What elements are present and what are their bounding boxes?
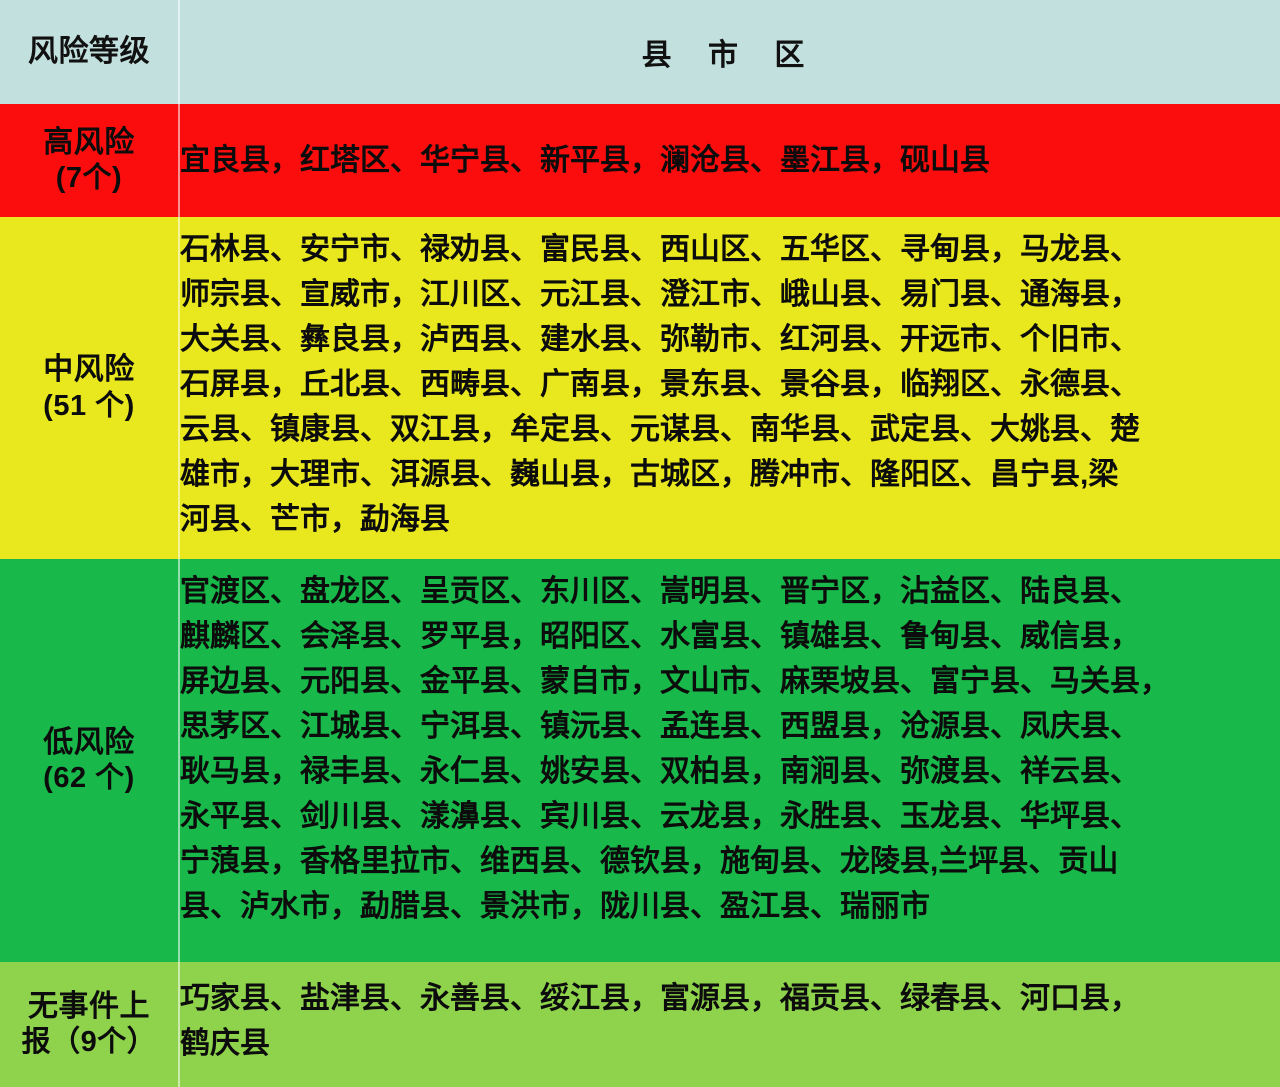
list-line: 思茅区、江城县、宁洱县、镇沅县、孟连县、西盟县，沧源县、凤庆县、	[180, 710, 1140, 743]
label-high-risk: 高风险 (7个)	[0, 104, 180, 217]
cell-low-risk-list: 官渡区、盘龙区、呈贡区、东川区、嵩明县、晋宁区，沾益区、陆良县、 麒麟区、会泽县…	[179, 559, 1280, 962]
table-row-medium-risk: 中风险 (51 个) 石林县、安宁市、禄劝县、富民县、西山区、五华区、寻甸县，马…	[0, 217, 1280, 559]
cell-medium-risk-list: 石林县、安宁市、禄劝县、富民县、西山区、五华区、寻甸县，马龙县、 师宗县、宣威市…	[179, 217, 1280, 559]
medium-risk-lines: 石林县、安宁市、禄劝县、富民县、西山区、五华区、寻甸县，马龙县、 师宗县、宣威市…	[180, 227, 1280, 542]
label-medium-risk-count: (51 个)	[43, 389, 135, 422]
table-row-high-risk: 高风险 (7个) 宜良县，红塔区、华宁县、新平县，澜沧县、墨江县，砚山县	[0, 104, 1280, 217]
header-risk-level: 风险等级	[0, 0, 180, 104]
label-no-report-count: 报（9个）	[21, 1026, 157, 1059]
list-line: 河县、芒市，勐海县	[180, 503, 450, 536]
table-row-low-risk: 低风险 (62 个) 官渡区、盘龙区、呈贡区、东川区、嵩明县、晋宁区，沾益区、陆…	[0, 559, 1280, 962]
list-line: 宁蒗县，香格里拉市、维西县、德钦县，施甸县、龙陵县,兰坪县、贡山	[180, 845, 1119, 878]
list-line: 县、泸水市，勐腊县、景洪市，陇川县、盈江县、瑞丽市	[180, 890, 930, 923]
list-line: 屏边县、元阳县、金平县、蒙自市，文山市、麻栗坡县、富宁县、马关县，	[180, 665, 1170, 698]
list-line: 巧家县、盐津县、永善县、绥江县，富源县，福贡县、绿春县、河口县，	[180, 982, 1140, 1015]
table-header-row: 风险等级 县 市 区	[0, 0, 1280, 104]
label-high-risk-name: 高风险	[43, 125, 135, 159]
list-line: 官渡区、盘龙区、呈贡区、东川区、嵩明县、晋宁区，沾益区、陆良县、	[180, 575, 1140, 608]
list-line: 师宗县、宣威市，江川区、元江县、澄江市、峨山县、易门县、通海县，	[180, 278, 1140, 311]
cell-no-report-list: 巧家县、盐津县、永善县、绥江县，富源县，福贡县、绿春县、河口县， 鹤庆县	[179, 962, 1280, 1087]
list-line: 雄市，大理市、洱源县、巍山县，古城区，腾冲市、隆阳区、昌宁县,梁	[180, 458, 1119, 491]
list-line: 石林县、安宁市、禄劝县、富民县、西山区、五华区、寻甸县，马龙县、	[180, 233, 1140, 266]
label-high-risk-count: (7个)	[55, 162, 123, 195]
label-low-risk-name: 低风险	[43, 725, 135, 759]
list-line: 麒麟区、会泽县、罗平县，昭阳区、水富县、镇雄县、鲁甸县、威信县，	[180, 620, 1140, 653]
low-risk-lines: 官渡区、盘龙区、呈贡区、东川区、嵩明县、晋宁区，沾益区、陆良县、 麒麟区、会泽县…	[180, 569, 1280, 929]
list-line: 永平县、剑川县、漾濞县、宾川县、云龙县，永胜县、玉龙县、华坪县、	[180, 800, 1140, 833]
list-line: 耿马县，禄丰县、永仁县、姚安县、双柏县，南涧县、弥渡县、祥云县、	[180, 755, 1140, 788]
label-medium-risk: 中风险 (51 个)	[0, 217, 180, 559]
no-report-lines: 巧家县、盐津县、永善县、绥江县，富源县，福贡县、绿春县、河口县， 鹤庆县	[180, 976, 1280, 1066]
cell-high-risk-list: 宜良县，红塔区、华宁县、新平县，澜沧县、墨江县，砚山县	[179, 104, 1280, 217]
label-low-risk: 低风险 (62 个)	[0, 559, 180, 962]
label-no-report: 无事件上 报（9个）	[0, 962, 180, 1087]
header-county-district: 县 市 区	[179, 0, 1280, 104]
label-no-report-name: 无事件上	[28, 989, 150, 1023]
list-line: 大关县、彝良县，泸西县、建水县、弥勒市、红河县、开远市、个旧市、	[180, 323, 1140, 356]
high-risk-lines: 宜良县，红塔区、华宁县、新平县，澜沧县、墨江县，砚山县	[180, 138, 1280, 183]
list-line: 云县、镇康县、双江县，牟定县、元谋县、南华县、武定县、大姚县、楚	[180, 413, 1140, 446]
list-line: 鹤庆县	[180, 1027, 270, 1060]
label-low-risk-count: (62 个)	[43, 762, 135, 795]
list-line: 宜良县，红塔区、华宁县、新平县，澜沧县、墨江县，砚山县	[180, 144, 990, 177]
label-medium-risk-name: 中风险	[43, 353, 135, 387]
list-line: 石屏县，丘北县、西畴县、广南县，景东县、景谷县，临翔区、永德县、	[180, 368, 1140, 401]
table-row-no-report: 无事件上 报（9个） 巧家县、盐津县、永善县、绥江县，富源县，福贡县、绿春县、河…	[0, 962, 1280, 1087]
